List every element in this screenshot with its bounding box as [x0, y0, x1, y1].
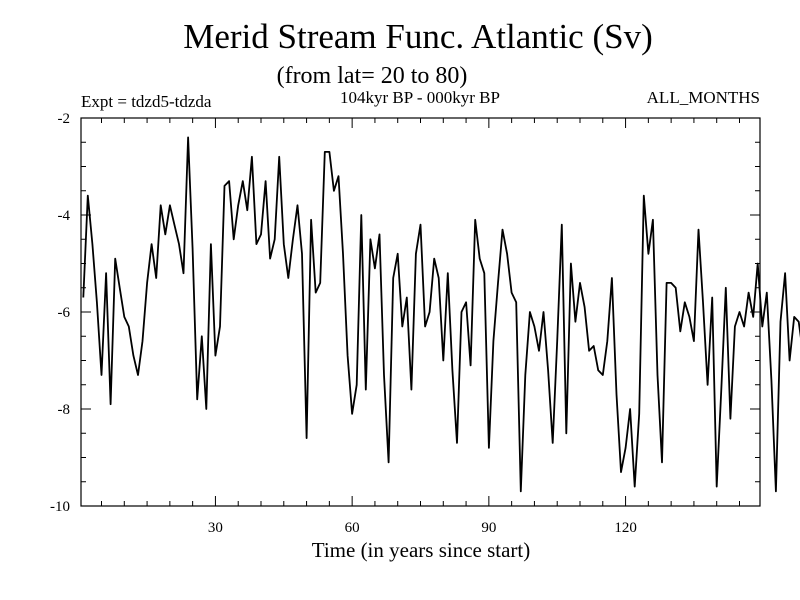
x-axis: 30 60 90 120 — [101, 118, 740, 536]
x-tick-label: 30 — [208, 520, 223, 536]
y-tick-label: -8 — [58, 402, 71, 418]
period-label: 104kyr BP - 000kyr BP — [340, 88, 500, 107]
months-label: ALL_MONTHS — [647, 88, 760, 107]
plot-frame — [80, 117, 761, 507]
chart-title: Merid Stream Func. Atlantic (Sv) — [183, 17, 653, 56]
y-tick-label: -2 — [58, 111, 71, 127]
y-tick-label: -10 — [50, 499, 70, 515]
y-tick-label: -6 — [58, 305, 71, 321]
x-tick-label: 90 — [481, 520, 496, 536]
x-tick-label: 120 — [614, 520, 637, 536]
x-tick-label: 60 — [345, 520, 360, 536]
x-axis-label: Time (in years since start) — [312, 538, 531, 562]
chart-subtitle: (from lat= 20 to 80) — [277, 63, 468, 89]
series-line — [82, 136, 800, 493]
y-tick-label: -4 — [58, 208, 71, 224]
expt-label: Expt = tdzd5-tdzda — [81, 92, 212, 111]
